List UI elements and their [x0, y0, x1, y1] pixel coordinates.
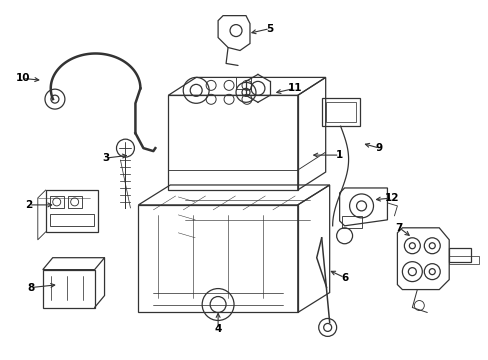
Text: 8: 8 [27, 283, 34, 293]
Bar [168, 95, 297, 190]
Text: 12: 12 [385, 193, 399, 203]
Text: 9: 9 [375, 143, 382, 153]
Bar [448, 248, 470, 262]
Bar [138, 205, 297, 312]
Bar [42, 270, 94, 307]
Text: 2: 2 [25, 200, 32, 210]
Bar [321, 98, 359, 126]
Bar [50, 196, 63, 208]
Text: 7: 7 [395, 223, 402, 233]
Text: 6: 6 [340, 273, 347, 283]
Text: 5: 5 [266, 24, 273, 33]
Bar [46, 190, 98, 232]
Bar [50, 214, 93, 226]
Text: 10: 10 [16, 73, 30, 84]
Bar [448, 256, 478, 264]
Bar [341, 216, 361, 228]
Bar [325, 102, 355, 122]
Text: 3: 3 [102, 153, 109, 163]
Text: 4: 4 [214, 324, 222, 334]
Bar [67, 196, 81, 208]
Text: 11: 11 [287, 84, 302, 93]
Text: 1: 1 [335, 150, 343, 160]
